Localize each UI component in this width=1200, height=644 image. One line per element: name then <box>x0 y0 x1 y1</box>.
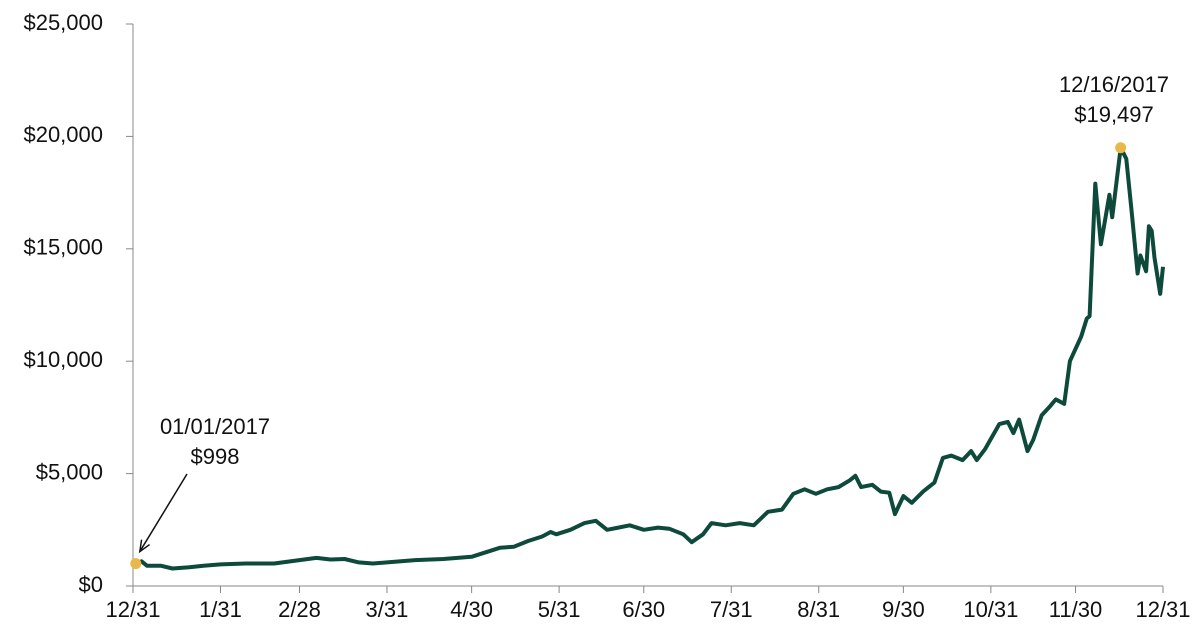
price-line <box>135 145 1165 571</box>
y-tick-label: $15,000 <box>23 235 103 260</box>
y-tick-label: $20,000 <box>23 122 103 147</box>
annotation-value: $998 <box>191 444 240 469</box>
x-tick-label: 5/31 <box>538 597 581 622</box>
x-tick-label: 6/30 <box>622 597 665 622</box>
annotation-arrow <box>139 473 188 552</box>
x-tick-label: 1/31 <box>199 597 242 622</box>
x-tick-label: 12/31 <box>1135 597 1190 622</box>
x-tick-label: 4/30 <box>450 597 493 622</box>
x-tick-label: 3/31 <box>366 597 409 622</box>
x-tick-label: 12/31 <box>105 597 160 622</box>
annotation-date: 01/01/2017 <box>160 414 270 439</box>
x-tick-label: 2/28 <box>278 597 321 622</box>
annotation-date: 12/16/2017 <box>1059 72 1169 97</box>
annotation-value: $19,497 <box>1074 102 1154 127</box>
highlight-point <box>130 558 142 570</box>
x-tick-label: 10/31 <box>963 597 1018 622</box>
y-tick-label: $25,000 <box>23 10 103 35</box>
x-tick-label: 9/30 <box>882 597 925 622</box>
arrow-head <box>138 539 150 554</box>
x-tick-label: 8/31 <box>797 597 840 622</box>
x-tick-label: 11/30 <box>1049 597 1102 622</box>
y-tick-label: $0 <box>79 572 103 597</box>
y-tick-label: $5,000 <box>36 459 103 484</box>
highlight-point <box>1115 142 1127 154</box>
x-tick-label: 7/31 <box>710 597 753 622</box>
y-tick-label: $10,000 <box>23 347 103 372</box>
